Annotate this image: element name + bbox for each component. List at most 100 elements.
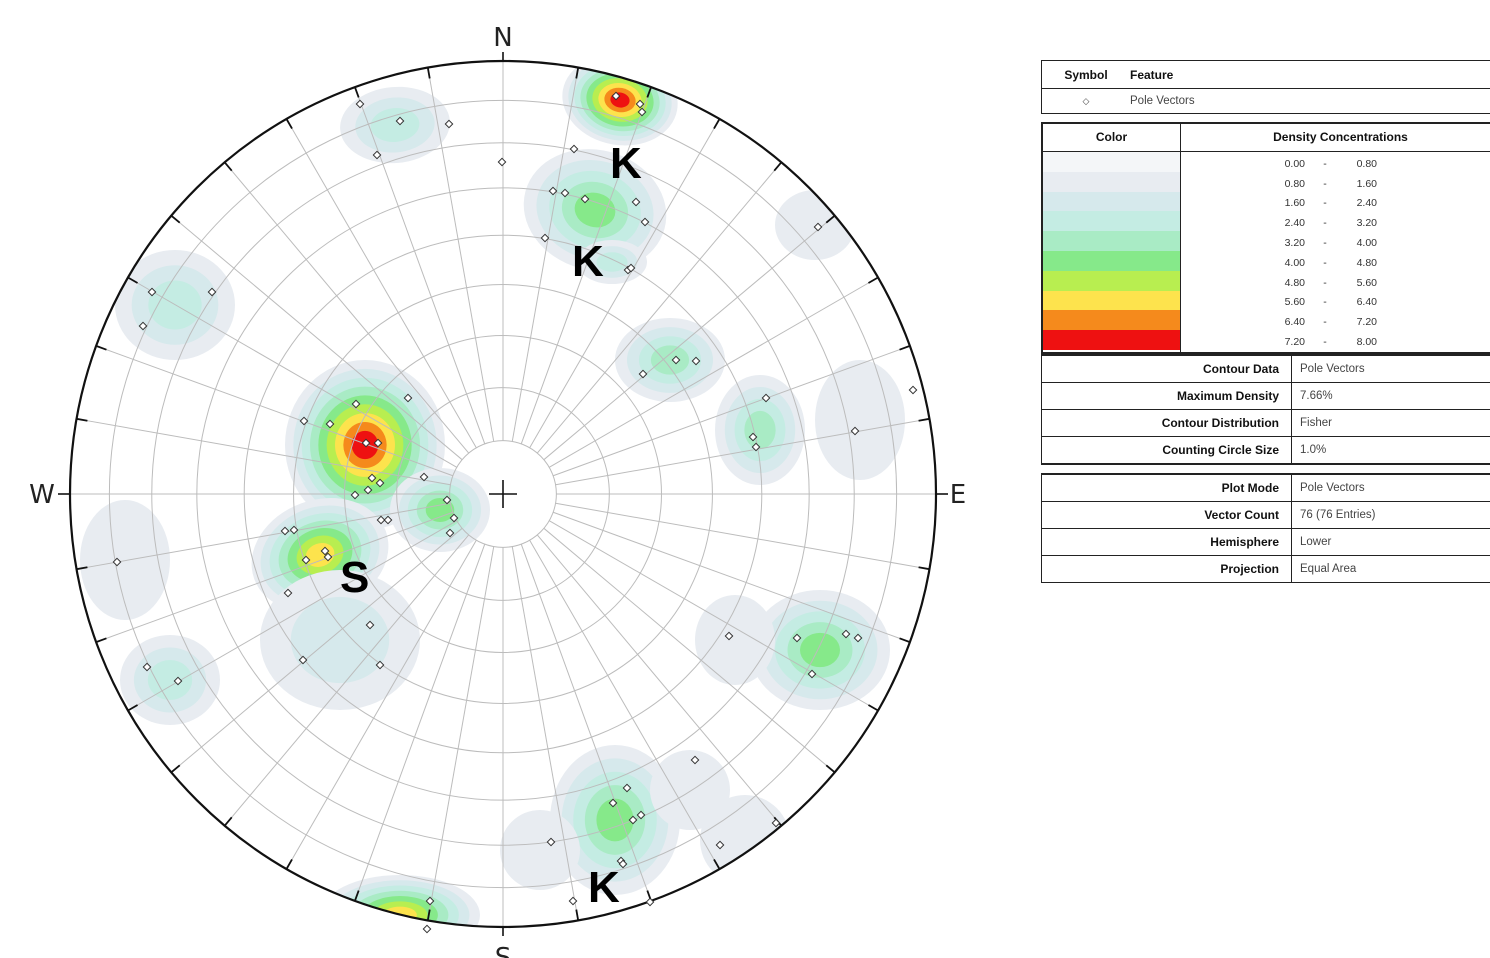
symbol-table: Symbol Feature ◇ Pole Vectors bbox=[1041, 60, 1490, 114]
east-label: E bbox=[950, 480, 966, 510]
prop-value: Pole Vectors bbox=[1292, 356, 1490, 382]
color-swatch bbox=[1043, 231, 1180, 251]
density-cluster bbox=[337, 82, 453, 167]
tick-mark bbox=[919, 567, 930, 569]
range-hi: 2.40 bbox=[1345, 197, 1377, 209]
west-label: W bbox=[29, 480, 55, 510]
density-ranges: 0.00-0.80 0.80-1.60 1.60-2.40 2.40-3.20 3.20… bbox=[1181, 152, 1490, 352]
north-label: N bbox=[493, 23, 512, 53]
range-dash: - bbox=[1305, 316, 1345, 328]
range-hi: 5.60 bbox=[1345, 277, 1377, 289]
range-dash: - bbox=[1305, 257, 1345, 269]
tick-mark bbox=[900, 346, 910, 350]
prop-key: Maximum Density bbox=[1042, 383, 1292, 409]
density-range-row: 1.60 - 2.40 bbox=[1181, 194, 1490, 214]
prop-value: Equal Area bbox=[1292, 556, 1490, 582]
pole-marker bbox=[909, 386, 916, 393]
set-label-k-northeast: K bbox=[572, 237, 604, 286]
tick-mark bbox=[225, 817, 232, 825]
color-swatch bbox=[1043, 310, 1180, 330]
range-dash: - bbox=[1305, 197, 1345, 209]
tick-mark bbox=[77, 419, 88, 421]
azimuth-line bbox=[556, 503, 930, 569]
tick-mark bbox=[225, 162, 232, 170]
density-range-row: 4.00-4.80 bbox=[1181, 253, 1490, 273]
color-swatches bbox=[1043, 152, 1181, 352]
tick-mark bbox=[900, 638, 910, 642]
legend-panel: Symbol Feature ◇ Pole Vectors Color Dens… bbox=[1041, 60, 1490, 583]
range-lo: 0.80 bbox=[1181, 178, 1305, 190]
density-range-row: 6.40-7.20 bbox=[1181, 312, 1490, 332]
density-table: Color Density Concentrations 0.00-0.80 0.… bbox=[1041, 122, 1490, 354]
range-lo: 5.60 bbox=[1181, 296, 1305, 308]
prop-key: Contour Data bbox=[1042, 356, 1292, 382]
range-lo: 4.80 bbox=[1181, 277, 1305, 289]
density-contour bbox=[500, 810, 580, 890]
azimuth-line bbox=[428, 68, 494, 442]
density-range-row: 2.40 - 3.20 bbox=[1181, 213, 1490, 233]
set-label-s-west: S bbox=[340, 553, 369, 602]
feature-header: Feature bbox=[1130, 68, 1490, 82]
center-cross bbox=[489, 480, 517, 508]
range-hi: 6.40 bbox=[1345, 296, 1377, 308]
range-dash: - bbox=[1305, 158, 1345, 170]
prop-value: Lower bbox=[1292, 529, 1490, 555]
range-dash: - bbox=[1305, 277, 1345, 289]
color-swatch bbox=[1043, 172, 1180, 192]
range-lo: 4.00 bbox=[1181, 257, 1305, 269]
color-swatch bbox=[1043, 251, 1180, 271]
prop-key: Projection bbox=[1042, 556, 1292, 582]
prop-key: Counting Circle Size bbox=[1042, 437, 1292, 463]
range-lo: 7.20 bbox=[1181, 336, 1305, 348]
range-lo: 6.40 bbox=[1181, 316, 1305, 328]
tick-mark bbox=[576, 910, 578, 921]
color-swatch bbox=[1043, 291, 1180, 311]
density-cluster bbox=[500, 810, 580, 890]
color-header: Color bbox=[1043, 124, 1181, 151]
range-hi: 4.00 bbox=[1345, 237, 1377, 249]
feature-value: Pole Vectors bbox=[1130, 95, 1490, 107]
density-contour bbox=[800, 633, 840, 667]
density-range-row: 7.20 - 8.00 bbox=[1181, 332, 1490, 352]
tick-mark bbox=[355, 87, 359, 97]
tick-mark bbox=[96, 346, 106, 350]
density-cluster bbox=[615, 318, 725, 402]
tick-mark bbox=[714, 119, 720, 129]
prop-value: Fisher bbox=[1292, 410, 1490, 436]
density-contour bbox=[651, 345, 689, 374]
density-cluster bbox=[815, 360, 905, 480]
prop-key: Plot Mode bbox=[1042, 475, 1292, 501]
stereonet-plot: N S W E K K S K bbox=[0, 0, 1000, 958]
tick-mark bbox=[171, 765, 179, 772]
pole-marker bbox=[423, 925, 430, 932]
density-contour bbox=[815, 360, 905, 480]
range-dash: - bbox=[1305, 296, 1345, 308]
prop-value: 76 (76 Entries) bbox=[1292, 502, 1490, 528]
tick-mark bbox=[919, 419, 930, 421]
color-swatch bbox=[1043, 330, 1180, 350]
prop-key: Vector Count bbox=[1042, 502, 1292, 528]
color-swatch bbox=[1043, 192, 1180, 212]
range-hi: 4.80 bbox=[1345, 257, 1377, 269]
range-hi: 0.80 bbox=[1345, 158, 1377, 170]
pole-symbol-icon: ◇ bbox=[1042, 96, 1130, 107]
tick-mark bbox=[826, 765, 834, 772]
density-header: Density Concentrations bbox=[1181, 124, 1490, 151]
prop-key: Contour Distribution bbox=[1042, 410, 1292, 436]
range-dash: - bbox=[1305, 237, 1345, 249]
set-label-k-south: K bbox=[588, 863, 620, 912]
range-lo: 1.60 bbox=[1181, 197, 1305, 209]
pole-marker bbox=[498, 158, 505, 165]
range-dash: - bbox=[1305, 217, 1345, 229]
symbol-header: Symbol bbox=[1042, 68, 1130, 82]
tick-mark bbox=[774, 162, 781, 170]
range-hi: 8.00 bbox=[1345, 336, 1377, 348]
range-dash: - bbox=[1305, 178, 1345, 190]
range-dash: - bbox=[1305, 336, 1345, 348]
range-hi: 3.20 bbox=[1345, 217, 1377, 229]
contour-properties: Contour Data Pole Vectors Maximum Density… bbox=[1041, 354, 1490, 465]
azimuth-line bbox=[428, 547, 494, 921]
tick-mark bbox=[868, 278, 878, 284]
plot-properties: Plot Mode Pole Vectors Vector Count 76 (76… bbox=[1041, 473, 1490, 583]
density-contour bbox=[744, 411, 775, 449]
